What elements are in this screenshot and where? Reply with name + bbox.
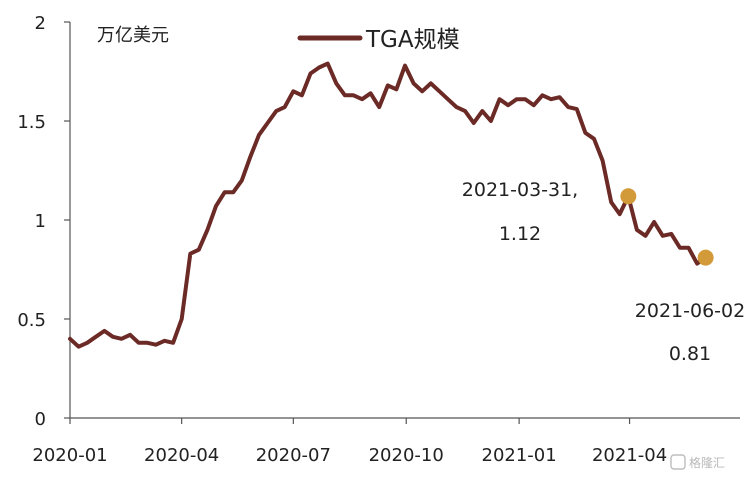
watermark-logo-icon xyxy=(670,454,686,470)
legend: TGA规模 xyxy=(297,27,460,53)
y-tick-label: 1 xyxy=(35,211,46,232)
x-tick-label: 2020-04 xyxy=(144,445,219,466)
x-tick-label: 2020-01 xyxy=(32,445,107,466)
annotation-value-label: 1.12 xyxy=(499,223,541,245)
series-layer xyxy=(68,61,708,349)
y-tick-label: 0 xyxy=(35,409,46,430)
y-tick-label: 1.5 xyxy=(17,112,46,133)
watermark-text: 格隆汇 xyxy=(689,455,725,470)
annotation-layer: 2021-03-31, 1.12 2021-06-02 0.81 xyxy=(462,179,745,365)
annotation-marker xyxy=(697,249,714,266)
annotation-date-label: 2021-03-31, xyxy=(462,179,578,201)
x-tick-label: 2020-10 xyxy=(369,445,444,466)
x-tick-label: 2020-07 xyxy=(256,445,331,466)
x-tick-label: 2021-01 xyxy=(482,445,557,466)
axes xyxy=(69,22,740,419)
y-tick-label: 2 xyxy=(35,13,46,34)
x-axis-ticks: 2020-01 2020-04 2020-07 2020-10 2021-01 2021-… xyxy=(32,418,667,466)
annotation-date-label: 2021-06-02 xyxy=(635,300,745,322)
y-axis-unit-label: 万亿美元 xyxy=(97,25,169,46)
y-axis-ticks: 0 0.5 1 1.5 2 xyxy=(17,13,70,430)
x-tick-label: 2021-04 xyxy=(592,445,667,466)
annotation-value-label: 0.81 xyxy=(669,343,711,365)
legend-label: TGA规模 xyxy=(365,27,460,53)
y-tick-label: 0.5 xyxy=(17,310,46,331)
tga-series-line xyxy=(68,61,708,349)
annotation-marker xyxy=(620,188,637,205)
watermark: 格隆汇 xyxy=(670,454,725,470)
